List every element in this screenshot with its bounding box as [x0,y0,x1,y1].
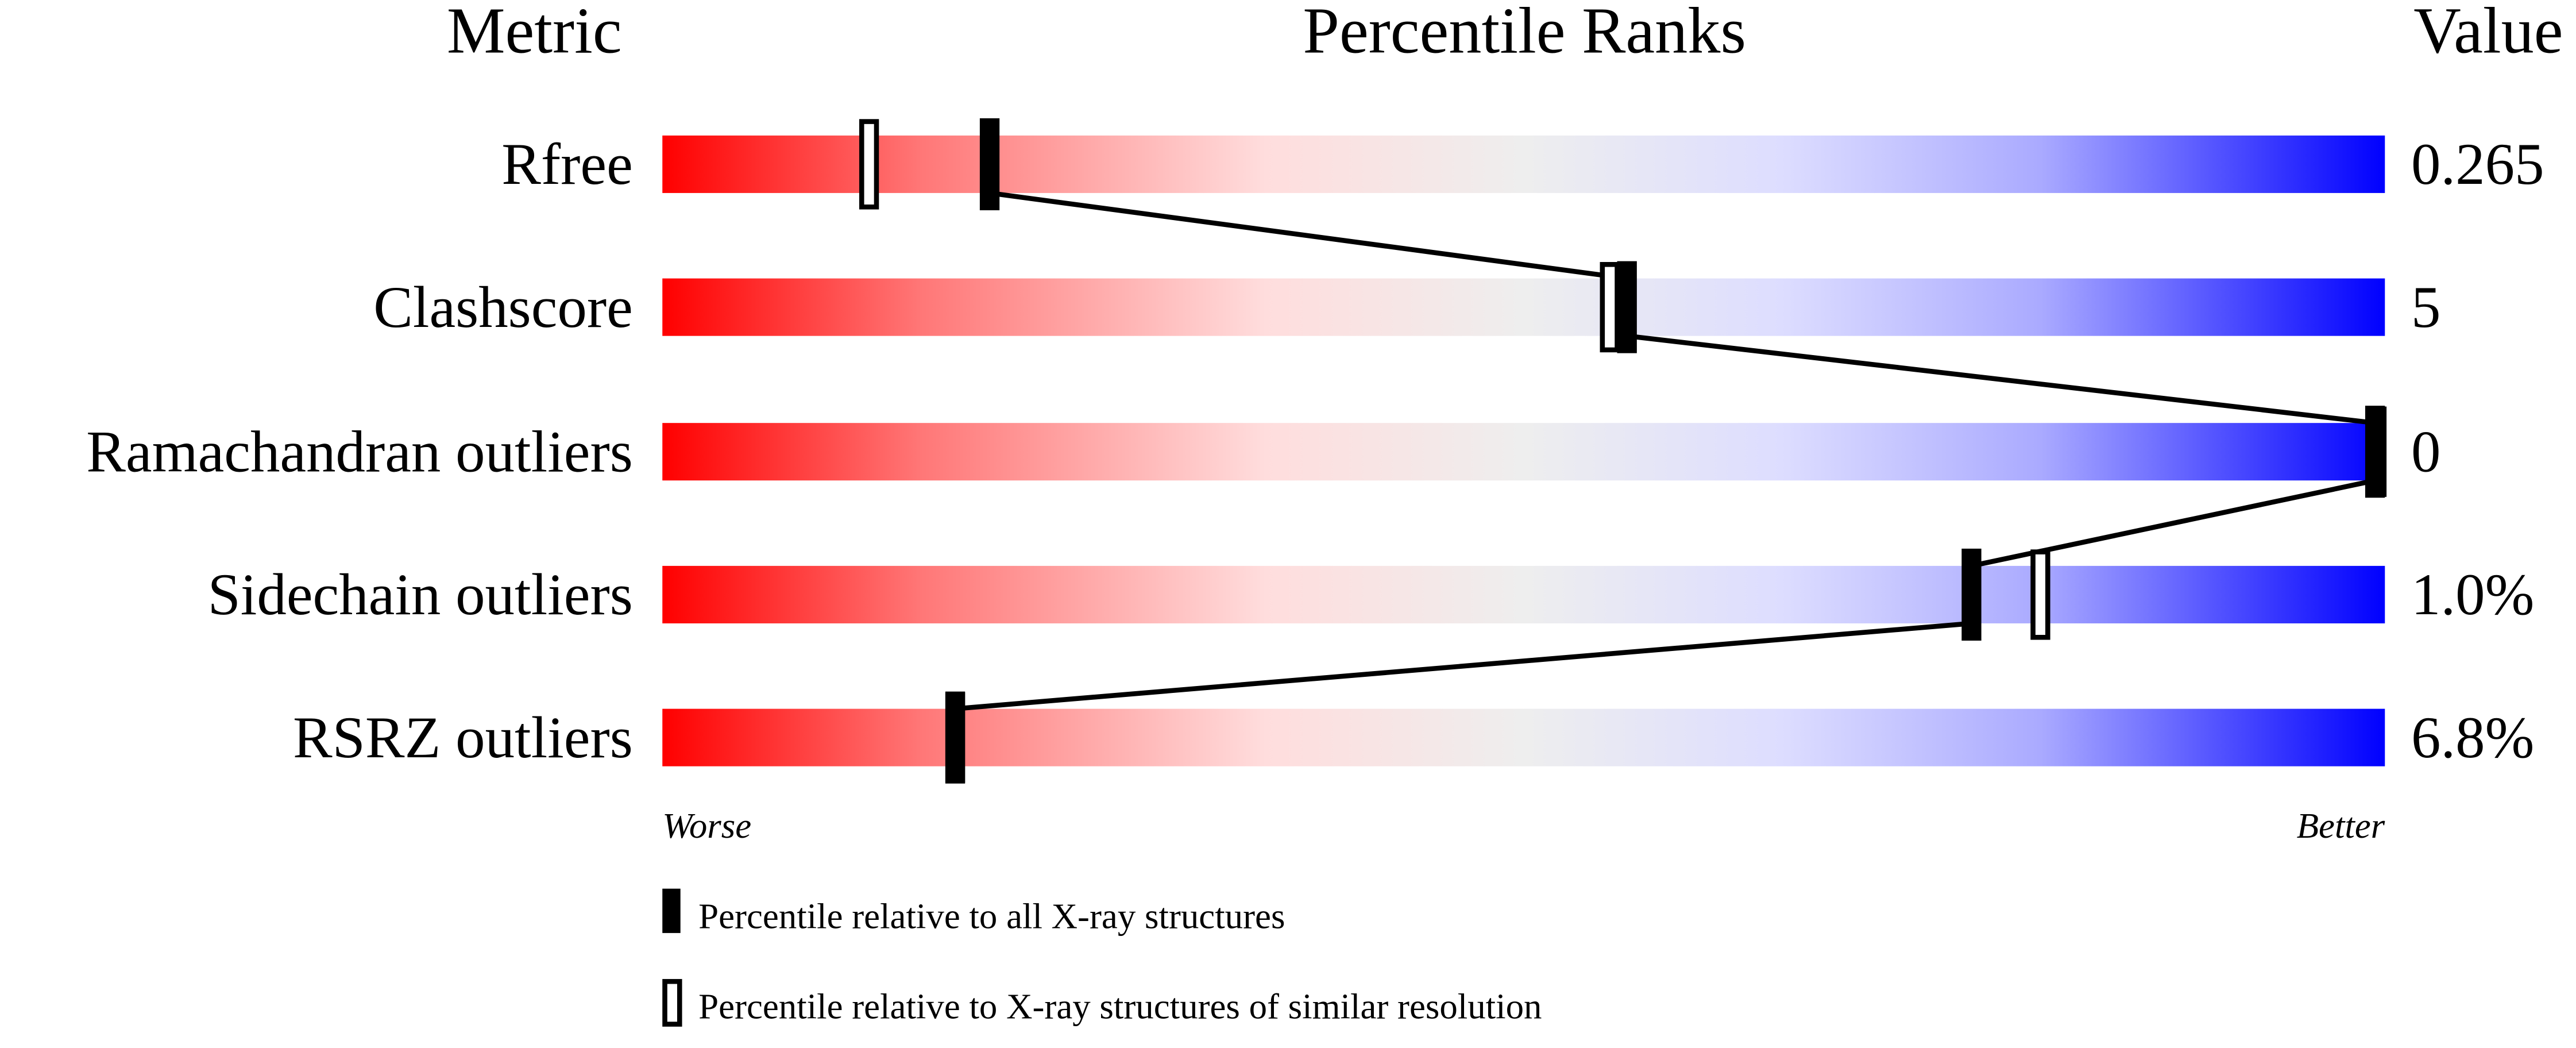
percentile-bar [662,708,2385,766]
metric-label: Ramachandran outliers [86,419,633,485]
marker-similar-resolution [1600,261,1620,353]
marker-all-structures [945,691,965,784]
metric-value: 6.8% [2411,705,2534,770]
header-metric: Metric [447,0,622,67]
percentile-bar [662,565,2385,623]
metric-label: RSRZ outliers [293,705,633,770]
metric-label: Clashscore [373,275,633,340]
legend-filled-label: Percentile relative to all X-ray structu… [698,896,1285,936]
marker-similar-resolution [2030,549,2050,640]
header-percentile-ranks: Percentile Ranks [1303,0,1746,67]
metric-label: Sidechain outliers [208,562,633,627]
metric-value: 5 [2411,275,2440,340]
metric-label: Rfree [501,132,633,197]
percentile-bar [662,278,2385,336]
legend-filled-marker-icon [662,888,681,933]
percentile-bar [662,423,2385,481]
legend-outline-marker-icon [662,978,682,1027]
metric-value: 0.265 [2411,132,2544,197]
metric-value: 1.0% [2411,562,2534,627]
header-value: Value [2413,0,2563,67]
marker-all-structures [1617,261,1637,353]
marker-all-structures [1961,548,1982,641]
percentile-bar [662,135,2385,193]
legend-outline-label: Percentile relative to X-ray structures … [698,987,1542,1027]
marker-similar-resolution [859,119,879,210]
worse-label: Worse [662,806,751,846]
better-label: Better [2297,806,2385,846]
marker-all-structures [2365,406,2385,498]
marker-all-structures [979,118,1000,210]
metric-value: 0 [2411,419,2440,485]
